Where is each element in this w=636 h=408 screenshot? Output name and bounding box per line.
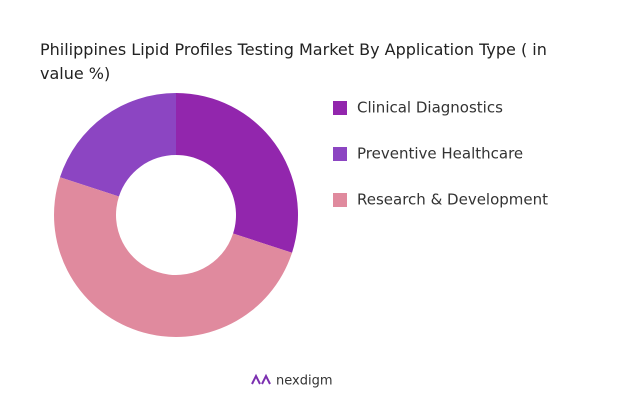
legend-label: Preventive Healthcare [357, 145, 523, 163]
legend-label: Research & Development [357, 191, 548, 209]
legend-swatch [333, 193, 347, 207]
legend-swatch [333, 101, 347, 115]
brand-logo [251, 373, 271, 385]
legend-swatch [333, 147, 347, 161]
donut-slice [176, 93, 298, 253]
chart-title: Philippines Lipid Profiles Testing Marke… [40, 40, 547, 83]
donut-slice [59, 93, 177, 197]
donut-slice [54, 177, 293, 337]
legend-label: Clinical Diagnostics [357, 99, 503, 117]
brand-name: nexdigm [276, 374, 332, 389]
